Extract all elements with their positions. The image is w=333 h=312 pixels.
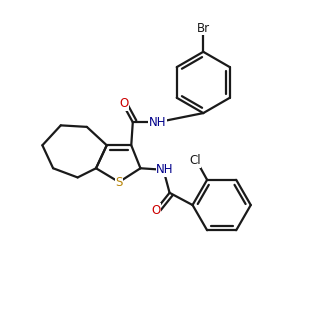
Text: NH: NH: [149, 116, 166, 129]
Text: O: O: [151, 204, 161, 217]
Text: Cl: Cl: [189, 154, 201, 167]
Text: NH: NH: [156, 163, 174, 176]
Text: Br: Br: [197, 22, 210, 35]
Text: O: O: [119, 97, 128, 110]
Text: S: S: [115, 176, 123, 188]
